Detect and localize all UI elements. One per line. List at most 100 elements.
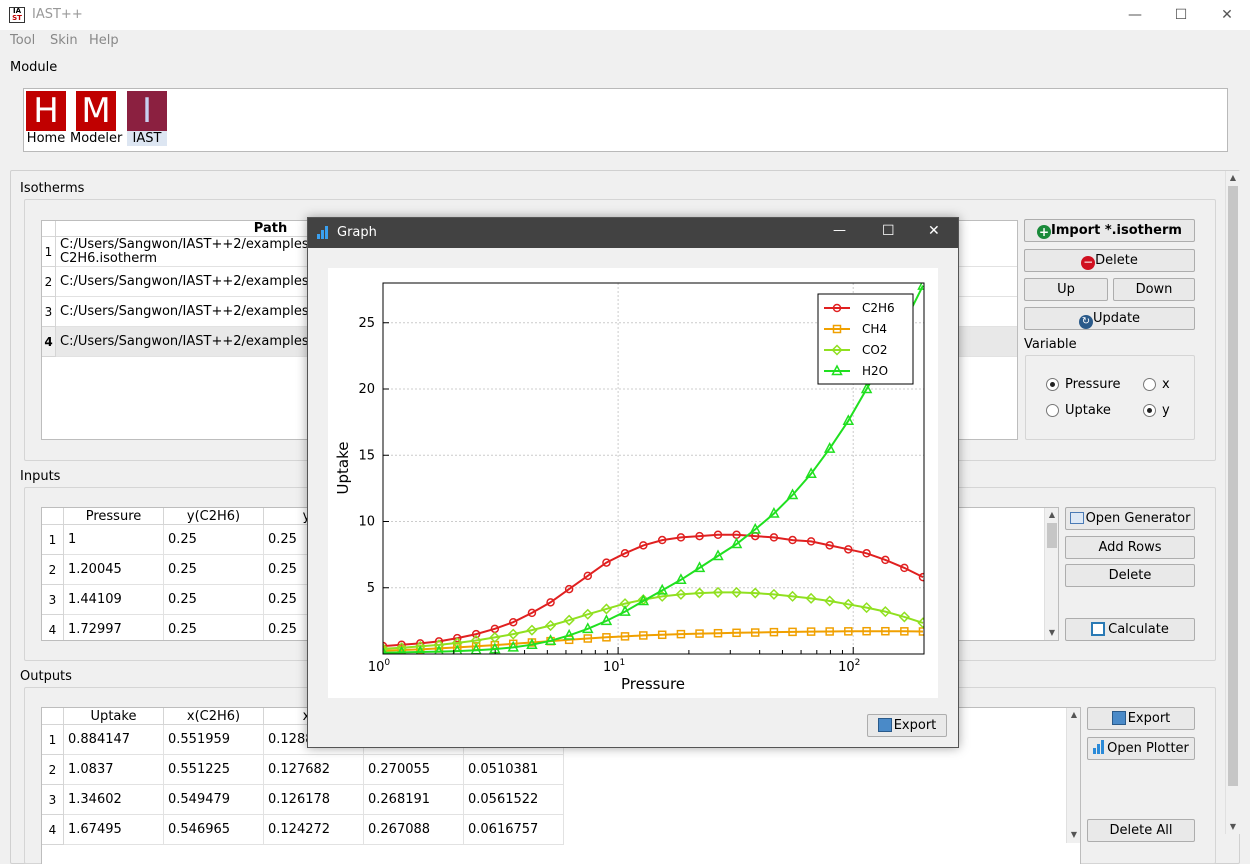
data-point (844, 627, 853, 636)
uptake-cell[interactable]: 1.67495 (64, 815, 164, 845)
module-modeler[interactable]: M Modeler (70, 91, 122, 146)
main-scrollbar[interactable]: ▲ ▼ (1225, 171, 1240, 834)
xc2h6-cell[interactable]: 0.546965 (164, 815, 264, 845)
delete-isotherm-button[interactable]: − Delete (1024, 249, 1195, 272)
data-point (788, 535, 797, 545)
data-point (544, 634, 557, 645)
import-isotherm-button[interactable]: + Import *.isotherm (1024, 219, 1195, 242)
legend-label: CH4 (862, 322, 887, 336)
data-point (713, 628, 723, 638)
data-point (769, 627, 779, 637)
data-point (732, 628, 741, 638)
close-button[interactable]: ✕ (1221, 7, 1233, 23)
corner-cell (42, 221, 56, 237)
plot-area[interactable]: 5 10 15 20 25 100 101 102 Pressure Uptake C2H6 C… (328, 268, 938, 698)
maximize-button[interactable]: ☐ (1174, 7, 1188, 23)
y-radio-label[interactable]: y (1162, 403, 1170, 418)
open-generator-button[interactable]: Open Generator (1065, 507, 1195, 530)
outputs-scrollbar[interactable]: ▲ ▼ (1066, 708, 1080, 843)
iast-module-icon: I (127, 91, 167, 131)
data-point (712, 586, 724, 598)
x-cell-4[interactable]: 0.268191 (364, 785, 464, 815)
data-point (769, 533, 779, 542)
data-point (620, 632, 630, 641)
update-button[interactable]: ↻ Update (1024, 307, 1195, 330)
xc2h6-cell[interactable]: 0.551959 (164, 725, 264, 755)
menu-tool[interactable]: Tool (10, 33, 36, 48)
delete-all-button[interactable]: Delete All (1087, 819, 1195, 842)
menu-skin[interactable]: Skin (50, 33, 78, 48)
uptake-radio-label[interactable]: Uptake (1065, 403, 1111, 418)
data-point (527, 608, 537, 618)
inputs-scrollbar[interactable]: ▲ ▼ (1044, 508, 1058, 640)
x-cell-5[interactable]: 0.0561522 (464, 785, 564, 815)
graph-maximize-button[interactable]: ☐ (882, 223, 895, 239)
y-radio[interactable] (1143, 404, 1156, 417)
x-cell[interactable]: 0.124272 (264, 815, 364, 845)
module-iast[interactable]: I IAST (127, 91, 167, 146)
delete-rows-button[interactable]: Delete (1065, 564, 1195, 587)
uptake-header[interactable]: Uptake (64, 708, 164, 725)
scroll-up-icon[interactable]: ▲ (1229, 173, 1237, 182)
data-point (749, 587, 761, 599)
open-plotter-button[interactable]: Open Plotter (1087, 737, 1195, 760)
y-tick-label: 5 (367, 581, 375, 596)
x-cell[interactable]: 0.126178 (264, 785, 364, 815)
data-point (898, 611, 910, 623)
scroll-up-icon[interactable]: ▲ (1048, 510, 1056, 519)
pressure-cell[interactable]: 1.44109 (64, 585, 164, 615)
uptake-radio[interactable] (1046, 404, 1059, 417)
graph-export-button[interactable]: Export (867, 714, 947, 737)
pressure-header[interactable]: Pressure (64, 508, 164, 525)
path-cell-file: C2H6.isotherm (60, 251, 157, 266)
pressure-radio-label[interactable]: Pressure (1065, 377, 1121, 392)
scroll-up-icon[interactable]: ▲ (1070, 710, 1078, 719)
data-point (602, 633, 611, 642)
yc2h6-header[interactable]: y(C2H6) (164, 508, 264, 525)
graph-title: Graph (337, 225, 377, 240)
graph-minimize-button[interactable]: — (833, 223, 846, 238)
y-axis-label: Uptake (334, 442, 352, 495)
scroll-thumb[interactable] (1228, 186, 1238, 786)
data-point (860, 382, 873, 394)
scroll-down-icon[interactable]: ▼ (1229, 822, 1237, 831)
scroll-down-icon[interactable]: ▼ (1048, 628, 1056, 637)
uptake-cell[interactable]: 0.884147 (64, 725, 164, 755)
calculate-button[interactable]: Calculate (1065, 618, 1195, 641)
yc2h6-cell[interactable]: 0.25 (164, 615, 264, 640)
menu-help[interactable]: Help (89, 33, 119, 48)
pressure-cell[interactable]: 1 (64, 525, 164, 555)
x-cell-5[interactable]: 0.0510381 (464, 755, 564, 785)
x-cell-4[interactable]: 0.267088 (364, 815, 464, 845)
add-rows-button[interactable]: Add Rows (1065, 536, 1195, 559)
down-button[interactable]: Down (1113, 278, 1195, 301)
x-radio[interactable] (1143, 378, 1156, 391)
pressure-radio[interactable] (1046, 378, 1059, 391)
scroll-down-icon[interactable]: ▼ (1070, 830, 1078, 839)
xc2h6-header[interactable]: x(C2H6) (164, 708, 264, 725)
graph-title-bar: Graph — ☐ ✕ (308, 218, 958, 248)
scroll-thumb[interactable] (1047, 523, 1057, 548)
uptake-cell[interactable]: 1.0837 (64, 755, 164, 785)
uptake-cell[interactable]: 1.34602 (64, 785, 164, 815)
pressure-cell[interactable]: 1.20045 (64, 555, 164, 585)
yc2h6-cell[interactable]: 0.25 (164, 555, 264, 585)
export-outputs-button[interactable]: Export (1087, 707, 1195, 730)
pressure-cell[interactable]: 1.72997 (64, 615, 164, 640)
xc2h6-cell[interactable]: 0.551225 (164, 755, 264, 785)
xc2h6-cell[interactable]: 0.549479 (164, 785, 264, 815)
module-home[interactable]: H Home (26, 91, 66, 146)
modeler-module-label: Modeler (70, 131, 123, 146)
up-button[interactable]: Up (1024, 278, 1108, 301)
x-cell-5[interactable]: 0.0616757 (464, 815, 564, 845)
x-cell-4[interactable]: 0.270055 (364, 755, 464, 785)
graph-close-button[interactable]: ✕ (928, 223, 940, 239)
x-cell[interactable]: 0.127682 (264, 755, 364, 785)
minimize-button[interactable]: — (1128, 7, 1142, 23)
yc2h6-cell[interactable]: 0.25 (164, 525, 264, 555)
data-point (414, 640, 426, 653)
x-radio-label[interactable]: x (1162, 377, 1170, 392)
data-point (918, 572, 924, 582)
yc2h6-cell[interactable]: 0.25 (164, 585, 264, 615)
data-point (675, 588, 687, 600)
